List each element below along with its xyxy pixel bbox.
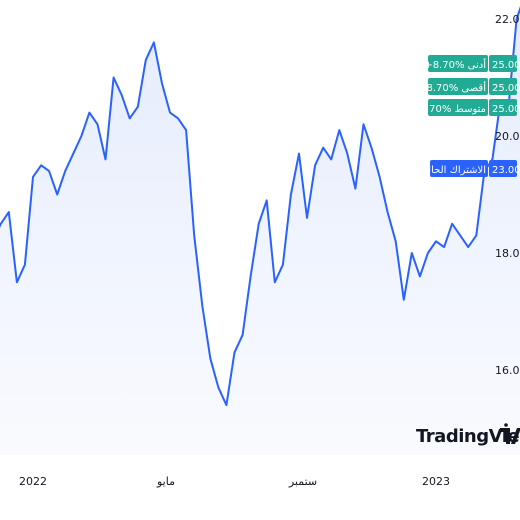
- x-tick-label: 2022: [19, 475, 47, 488]
- x-axis: 2022مايوستمبر2023مايوستمبر2024: [19, 475, 450, 488]
- tag-value: 25.00: [492, 104, 520, 115]
- price-series-line: [0, 6, 520, 407]
- tag-label-box: [430, 160, 488, 177]
- y-tick-label: 20.00: [495, 130, 520, 143]
- tag-label-box: [428, 55, 488, 72]
- current-price-tag: الاشتراك الحالي 23.00: [420, 160, 520, 177]
- tradingview-logo[interactable]: TradingView: [416, 423, 520, 447]
- tag-label: +8.70% متوسط: [411, 104, 486, 115]
- forecast-tag: +8.70% متوسط 25.00: [411, 99, 520, 116]
- plot-area: [0, 6, 520, 455]
- tag-label: +8.70% أدنى: [424, 58, 486, 71]
- y-tick-label: 22.00: [495, 13, 520, 26]
- tag-label-box: [428, 99, 488, 116]
- y-tick-label: 16.00: [495, 364, 520, 377]
- tag-label: الاشتراك الحالي: [420, 165, 486, 176]
- tag-value: 23.00: [492, 165, 520, 176]
- tag-value-box: [489, 99, 517, 116]
- tag-value: 25.00: [492, 83, 520, 94]
- tag-label: +8.70% أقصى: [418, 81, 486, 94]
- x-tick-label: مايو: [156, 475, 175, 488]
- history-area: [0, 9, 520, 455]
- tv-logo-icon: [500, 423, 520, 444]
- tag-value-box: [489, 55, 517, 72]
- tag-label-box: [428, 78, 488, 95]
- y-axis: 16.0018.0020.0022.0024.00: [495, 13, 520, 377]
- tag-value: 25.00: [492, 60, 520, 71]
- watermark-text: TradingView: [416, 426, 520, 447]
- x-tick-label: ستمبر: [288, 475, 317, 488]
- y-tick-label: 18.00: [495, 247, 520, 260]
- x-tick-label: 2023: [422, 475, 450, 488]
- forecast-tag: +8.70% أدنى 25.00: [424, 55, 520, 72]
- tag-value-box: [489, 78, 517, 95]
- price-tags: +8.70% أدنى 25.00+8.70% أقصى 25.00+8.70% م…: [411, 55, 520, 177]
- forecast-tag: +8.70% أقصى 25.00: [418, 78, 520, 95]
- tag-value-box: [489, 160, 517, 177]
